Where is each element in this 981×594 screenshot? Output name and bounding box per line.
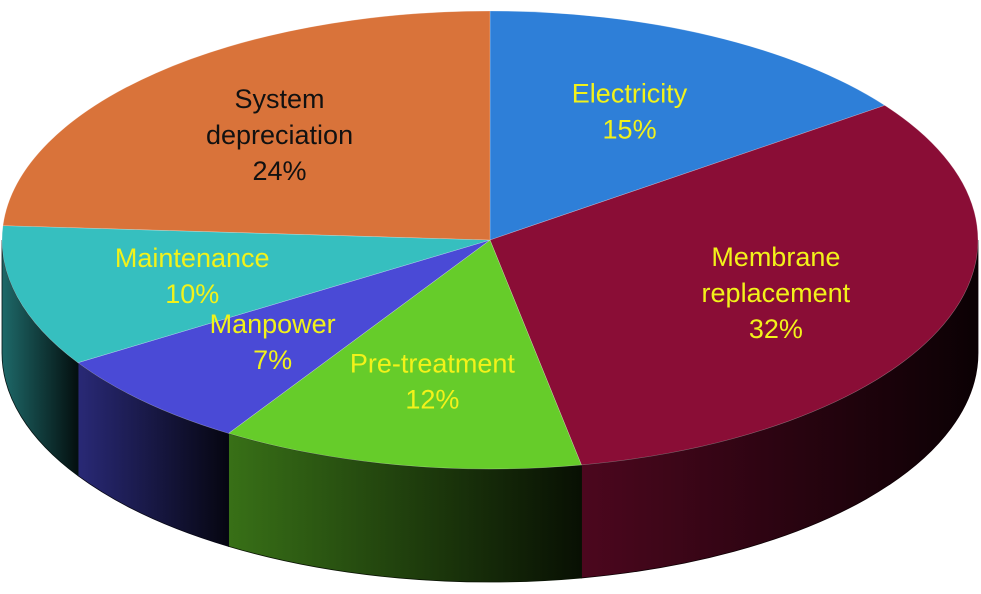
pie-category-label: Pre-treatment [350,349,516,379]
pie-slice-manpower [77,239,491,434]
pie-label-pre-treatment: Pre-treatment 12% [350,349,516,415]
pie-category-label: Membrane [711,242,840,272]
pie-slice-electricity [489,10,886,241]
pie-category-label: Maintenance [115,243,270,273]
pie-label-electricity: Electricity 15% [572,78,688,144]
pie-category-label: Manpower [210,309,336,339]
pie-label-membrane-replacement: Membrane replacement 32% [702,242,851,344]
pie-category-label: System [235,84,325,114]
pie-value-label: 15% [603,114,657,144]
pie-category-label: replacement [702,278,851,308]
pie-value-label: 10% [165,279,219,309]
pie-value-label: 32% [749,314,803,344]
pie-slice-pre-treatment [227,239,582,470]
pie-slice-system-depreciation [2,10,491,241]
pie-value-label: 7% [253,345,292,375]
pie-category-label: Electricity [572,78,688,108]
pie-labels: Electricity 15% Membrane replacement 32% Pre-… [115,78,851,414]
pie-label-system-depreciation: System depreciation 24% [206,84,353,186]
pie-value-label: 24% [253,156,307,186]
pie-category-label: depreciation [206,120,353,150]
pie-slice-maintenance [1,225,491,364]
pie-label-manpower: Manpower 7% [210,309,336,375]
pie-slice-membrane-replacement [489,105,979,466]
pie-value-label: 12% [405,385,459,415]
pie-slices [1,10,979,470]
pie-label-maintenance: Maintenance 10% [115,243,270,309]
